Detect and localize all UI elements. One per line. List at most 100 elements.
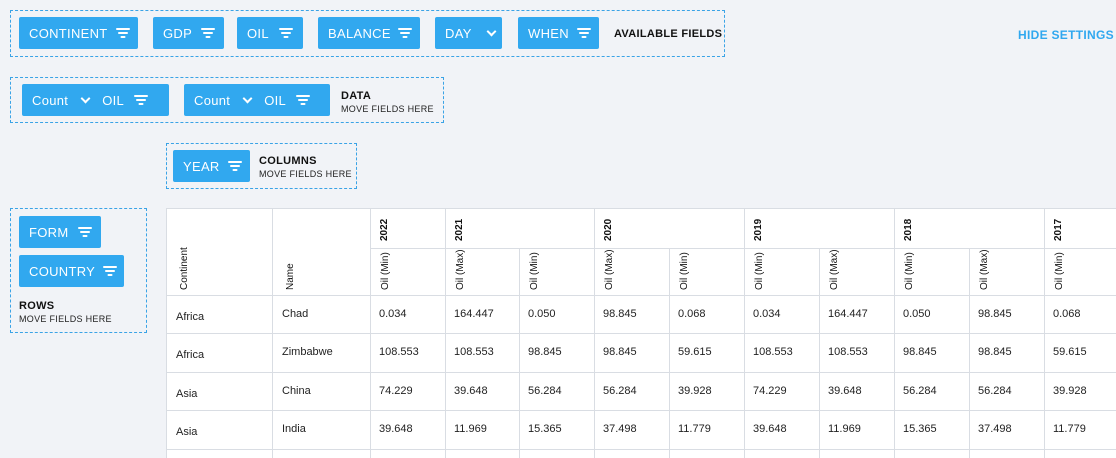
measure-header: Oil (Min)	[529, 252, 540, 290]
grid-hline	[370, 248, 1116, 249]
columns-zone-hint: MOVE FIELDS HERE	[259, 169, 352, 179]
field-chip-oil[interactable]: OIL	[237, 17, 303, 49]
filter-icon[interactable]	[77, 227, 92, 237]
cell-value[interactable]: 37.498	[603, 423, 637, 435]
data-chip-count-oil[interactable]: Count OIL	[22, 84, 169, 116]
field-chip-continent[interactable]: CONTINENT	[19, 17, 138, 49]
available-fields-title: AVAILABLE FIELDS	[614, 28, 723, 40]
chip-label: GDP	[163, 25, 193, 41]
chevron-down-icon[interactable]	[242, 95, 252, 105]
hide-settings-link[interactable]: HIDE SETTINGS	[1018, 28, 1114, 42]
row-header-label: Name	[285, 263, 296, 290]
cell-value[interactable]: 11.969	[828, 423, 861, 435]
cell-value[interactable]: 164.447	[828, 308, 868, 320]
filter-icon[interactable]	[398, 28, 413, 38]
cell-value[interactable]: 108.553	[828, 346, 868, 358]
cell-value[interactable]: 56.284	[603, 385, 637, 397]
cell-continent: Africa	[176, 311, 205, 323]
chevron-down-icon[interactable]	[80, 95, 90, 105]
year-header[interactable]: 2019	[753, 218, 764, 241]
filter-icon[interactable]	[278, 28, 293, 38]
cell-value[interactable]: 74.229	[753, 385, 787, 397]
measure-header: Oil (Min)	[904, 252, 915, 290]
cell-value[interactable]: 59.615	[1053, 346, 1087, 358]
cell-value[interactable]: 11.779	[1053, 423, 1086, 435]
measure-header: Oil (Min)	[754, 252, 765, 290]
field-chip-when[interactable]: WHEN	[518, 17, 599, 49]
cell-value[interactable]: 56.284	[903, 385, 937, 397]
measure-header: Oil (Max)	[455, 249, 466, 290]
pivot-grid: Continent Name 2022 2021 2020 2019 2018 2017 Oil…	[166, 208, 1116, 458]
cell-value[interactable]: 98.845	[903, 346, 937, 358]
measure-header: Oil (Min)	[1054, 252, 1065, 290]
cell-value[interactable]: 98.845	[978, 346, 1012, 358]
cell-value[interactable]: 98.845	[603, 346, 637, 358]
cell-value[interactable]: 15.365	[528, 423, 562, 435]
year-header[interactable]: 2021	[454, 218, 465, 241]
columns-zone	[166, 143, 357, 189]
cell-value[interactable]: 56.284	[978, 385, 1012, 397]
cell-value[interactable]: 39.648	[753, 423, 787, 435]
cell-value[interactable]: 11.969	[454, 423, 487, 435]
grid-hline	[167, 372, 1116, 373]
cell-name: China	[282, 385, 311, 397]
filter-icon[interactable]	[227, 161, 242, 171]
cell-value[interactable]: 39.928	[678, 385, 712, 397]
data-chip-count-oil[interactable]: Count OIL	[184, 84, 330, 116]
filter-icon[interactable]	[576, 28, 591, 38]
cell-value[interactable]: 0.068	[1053, 308, 1081, 320]
filter-icon[interactable]	[134, 95, 149, 105]
cell-value[interactable]: 39.648	[454, 385, 488, 397]
grid-vline	[519, 248, 520, 458]
cell-value[interactable]: 0.034	[753, 308, 781, 320]
measure-header: Oil (Min)	[380, 252, 391, 290]
cell-value[interactable]: 11.779	[678, 423, 711, 435]
cell-value[interactable]: 56.284	[528, 385, 562, 397]
filter-icon[interactable]	[102, 266, 117, 276]
cell-value[interactable]: 39.928	[1053, 385, 1087, 397]
year-header[interactable]: 2022	[379, 218, 390, 241]
chip-label: CONTINENT	[29, 25, 108, 41]
chip-label: FORM	[29, 224, 69, 240]
cell-value[interactable]: 39.648	[828, 385, 862, 397]
cell-value[interactable]: 108.553	[454, 346, 494, 358]
row-chip-form[interactable]: FORM	[19, 216, 101, 248]
chip-label: WHEN	[528, 25, 569, 41]
measure-header: Oil (Min)	[679, 252, 690, 290]
field-chip-gdp[interactable]: GDP	[153, 17, 224, 49]
chip-label: YEAR	[183, 158, 220, 174]
cell-value[interactable]: 59.615	[678, 346, 712, 358]
chip-field-label: OIL	[102, 92, 125, 108]
field-chip-day[interactable]: DAY	[435, 17, 502, 49]
filter-icon[interactable]	[115, 28, 130, 38]
cell-value[interactable]: 37.498	[978, 423, 1012, 435]
chevron-down-icon[interactable]	[486, 28, 492, 38]
field-chip-balance[interactable]: BALANCE	[318, 17, 420, 49]
cell-value[interactable]: 108.553	[753, 346, 793, 358]
cell-value[interactable]: 98.845	[528, 346, 562, 358]
row-chip-country[interactable]: COUNTRY	[19, 255, 124, 287]
cell-value[interactable]: 0.068	[678, 308, 706, 320]
year-header[interactable]: 2018	[903, 218, 914, 241]
cell-value[interactable]: 74.229	[379, 385, 413, 397]
filter-icon[interactable]	[201, 28, 216, 38]
cell-value[interactable]: 98.845	[603, 308, 637, 320]
cell-value[interactable]: 0.050	[903, 308, 931, 320]
filter-icon[interactable]	[296, 95, 311, 105]
rows-zone	[10, 208, 147, 333]
column-chip-year[interactable]: YEAR	[173, 150, 250, 182]
cell-value[interactable]: 15.365	[903, 423, 937, 435]
year-header[interactable]: 2020	[603, 218, 614, 241]
year-header[interactable]: 2017	[1053, 218, 1064, 241]
grid-hline	[167, 410, 1116, 411]
cell-value[interactable]: 0.034	[379, 308, 407, 320]
chip-label: COUNTRY	[29, 263, 96, 279]
grid-hline	[167, 333, 1116, 334]
data-zone-title: DATA	[341, 90, 372, 102]
cell-value[interactable]: 108.553	[379, 346, 419, 358]
cell-value[interactable]: 0.050	[528, 308, 556, 320]
cell-continent: Asia	[176, 388, 198, 400]
cell-value[interactable]: 98.845	[978, 308, 1012, 320]
cell-value[interactable]: 164.447	[454, 308, 494, 320]
cell-value[interactable]: 39.648	[379, 423, 413, 435]
